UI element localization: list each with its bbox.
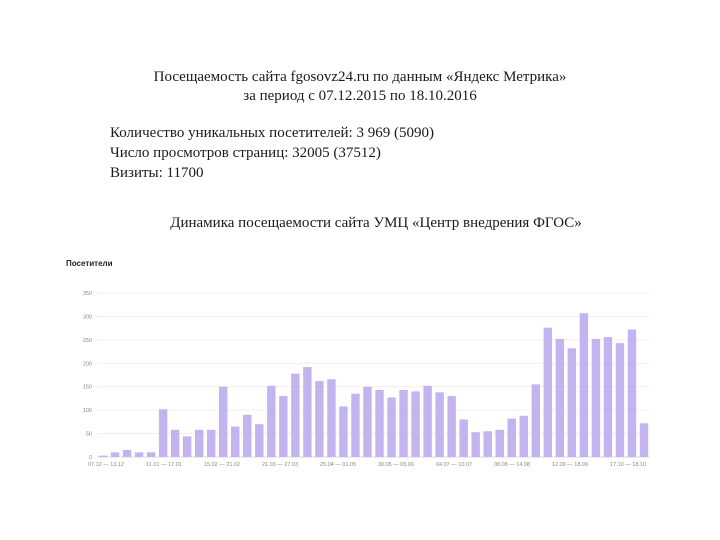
bar[interactable] [471,432,480,457]
x-tick-label: 17.10 — 18.10 [610,462,646,468]
bar[interactable] [615,343,625,457]
bar[interactable] [134,452,144,457]
bar[interactable] [110,452,120,457]
bar[interactable] [495,429,504,457]
bar[interactable] [519,415,528,457]
x-tick-label: 08.08 — 14.08 [494,462,530,468]
bar[interactable] [255,424,264,457]
bar[interactable] [243,414,252,457]
y-tick-label: 50 [86,432,92,438]
bar[interactable] [543,327,553,457]
y-tick-label: 300 [83,314,92,320]
bar[interactable] [194,429,204,457]
bar[interactable] [158,409,168,457]
bar[interactable] [555,338,565,457]
bar[interactable] [507,418,516,457]
unique-visitors-stat: Количество уникальных посетителей: 3 969… [110,125,434,141]
y-tick-label: 200 [83,361,92,367]
bar[interactable] [339,406,348,457]
y-tick-label: 100 [83,408,92,414]
bar[interactable] [146,452,156,457]
bar[interactable] [315,381,324,457]
bar[interactable] [627,329,637,457]
bar[interactable] [447,396,456,457]
bar[interactable] [387,397,396,457]
x-tick-label: 15.02 — 21.02 [204,462,240,468]
y-tick-label: 350 [83,291,92,297]
visits-stat: Визиты: 11700 [110,165,204,181]
x-tick-label: 21.03 — 27.03 [262,462,298,468]
y-tick-label: 0 [89,455,92,461]
x-tick-label: 11.01 — 17.01 [146,462,182,468]
chart-title: Посетители [66,259,113,268]
bar[interactable] [567,348,577,457]
bar[interactable] [207,429,216,457]
x-tick-label: 07.12 — 13.12 [88,462,124,468]
bar[interactable] [122,449,132,457]
bar[interactable] [279,396,288,457]
bar[interactable] [291,373,300,457]
bar[interactable] [170,429,180,457]
bar[interactable] [591,338,601,457]
bar[interactable] [579,313,589,457]
bar[interactable] [327,379,336,457]
bar[interactable] [231,426,240,457]
bar[interactable] [351,393,360,457]
report-title: Посещаемость сайта fgosovz24.ru по данны… [0,68,720,106]
bar[interactable] [423,385,432,457]
bar[interactable] [531,384,541,457]
bar[interactable] [603,337,613,457]
bar[interactable] [435,392,444,457]
bar[interactable] [303,367,312,457]
bar[interactable] [182,436,192,457]
page-views-stat: Число просмотров страниц: 32005 (37512) [110,145,381,161]
bar[interactable] [399,389,408,457]
y-tick-label: 150 [83,385,92,391]
bar[interactable] [219,386,228,457]
report-title-line-1: Посещаемость сайта fgosovz24.ru по данны… [153,69,567,85]
bar[interactable] [459,419,468,457]
bar[interactable] [98,455,108,457]
x-tick-label: 30.05 — 05.06 [378,462,414,468]
bar[interactable] [267,385,276,457]
section-title: Динамика посещаемости сайта УМЦ «Центр в… [170,215,582,231]
y-tick-label: 250 [83,338,92,344]
bar[interactable] [411,391,420,457]
bar[interactable] [375,389,384,457]
bar[interactable] [483,431,492,457]
bar[interactable] [639,423,649,457]
x-tick-label: 12.09 — 18.09 [552,462,588,468]
x-tick-label: 25.04 — 01.05 [320,462,356,468]
stats-block: Количество уникальных посетителей: 3 969… [110,123,434,183]
x-tick-label: 04.07 — 10.07 [436,462,472,468]
report-title-line-2: за период с 07.12.2015 по 18.10.2016 [243,88,477,104]
bar[interactable] [363,386,372,457]
